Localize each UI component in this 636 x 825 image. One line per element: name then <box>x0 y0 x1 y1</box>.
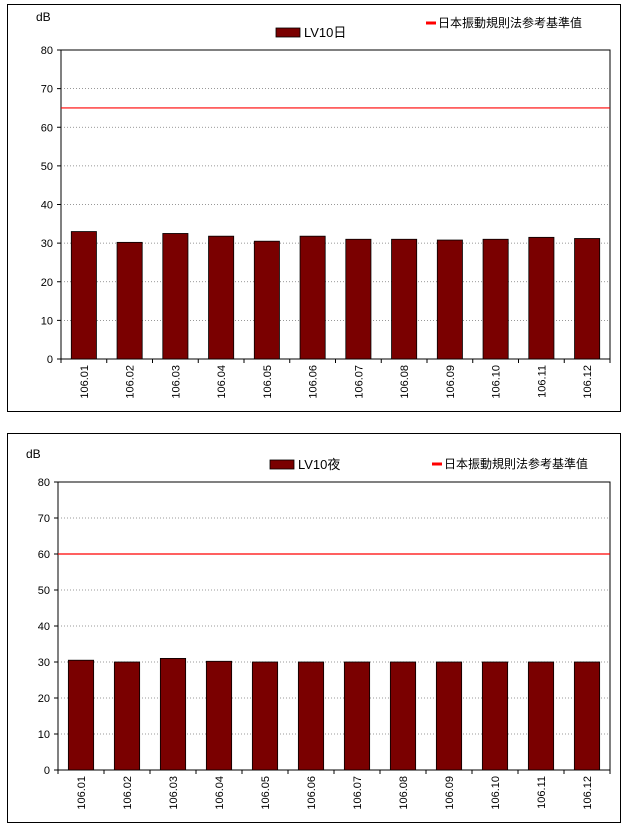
day-y-tick-label: 70 <box>41 84 53 96</box>
day-x-tick-label: 106.01 <box>79 365 91 399</box>
night-bar <box>113 661 141 771</box>
day-x-tick-label: 106.03 <box>170 365 182 399</box>
night-legend-series-swatch <box>269 459 295 470</box>
night-x-tick-label: 106.08 <box>398 776 410 810</box>
day-y-tick-label: 30 <box>41 238 53 250</box>
night-x-tick-label: 106.07 <box>352 776 364 810</box>
night-bar <box>389 661 417 771</box>
night-y-tick-label: 20 <box>38 693 50 705</box>
chart-panel-day: dB 0 10 20 30 40 50 60 70 80 106.01 106.02 106.03 106… <box>7 4 621 412</box>
night-bar <box>297 661 325 771</box>
day-legend-reference-label: 日本振動規則法参考基準值 <box>438 15 582 30</box>
night-legend-reference-label: 日本振動規則法参考基準值 <box>444 456 588 471</box>
day-bar <box>162 233 189 360</box>
day-bar <box>253 240 280 360</box>
night-x-tick-label: 106.06 <box>306 776 318 810</box>
day-x-tick-label: 106.07 <box>353 365 365 399</box>
day-bar <box>574 238 601 360</box>
night-y-tick-label: 60 <box>38 549 50 561</box>
day-y-tick-label: 80 <box>41 45 53 57</box>
night-y-tick-label: 0 <box>44 765 50 777</box>
night-x-tick-label: 106.12 <box>582 776 594 810</box>
day-unit-label: dB <box>36 10 51 24</box>
day-bar <box>70 231 97 360</box>
day-x-tick-label: 106.06 <box>308 365 320 399</box>
day-y-tick-label: 60 <box>41 122 53 134</box>
night-bar <box>159 657 187 771</box>
night-x-tick-label: 106.09 <box>444 776 456 810</box>
day-bar <box>208 235 235 360</box>
night-bar <box>205 660 233 771</box>
night-bar <box>527 661 555 771</box>
day-bar <box>482 238 509 360</box>
night-y-tick-label: 80 <box>38 477 50 489</box>
day-x-tick-label: 106.11 <box>536 365 548 398</box>
night-unit-label: dB <box>26 447 41 461</box>
day-bar <box>391 238 418 360</box>
day-bar <box>299 235 326 360</box>
night-x-tick-label: 106.02 <box>122 776 134 810</box>
day-y-tick-label: 10 <box>41 315 53 327</box>
day-bar <box>116 241 143 360</box>
night-x-tick-label: 106.11 <box>536 776 548 809</box>
night-x-tick-label: 106.01 <box>76 776 88 810</box>
chart-day: dB 0 10 20 30 40 50 60 70 80 106.01 106.02 106.03 106… <box>36 10 611 399</box>
night-x-tick-label: 106.04 <box>214 776 226 810</box>
chart-night: dB 0 10 20 30 40 50 60 70 80 106.01 106.02 106.03 106… <box>26 447 611 810</box>
night-x-tick-label: 106.03 <box>168 776 180 810</box>
day-x-tick-label: 106.04 <box>216 365 228 399</box>
day-bar <box>436 239 463 360</box>
night-legend-series-label: LV10夜 <box>298 457 340 472</box>
day-x-tick-label: 106.02 <box>125 365 137 399</box>
day-legend-series-label: LV10日 <box>304 25 346 40</box>
day-x-tick-label: 106.08 <box>399 365 411 399</box>
night-y-tick-label: 50 <box>38 585 50 597</box>
night-bar <box>343 661 371 771</box>
night-x-tick-label: 106.05 <box>260 776 272 810</box>
day-y-tick-label: 50 <box>41 161 53 173</box>
night-y-tick-label: 30 <box>38 657 50 669</box>
night-y-tick-label: 70 <box>38 513 50 525</box>
day-y-tick-label: 40 <box>41 200 53 212</box>
night-bar <box>481 661 509 771</box>
night-bar <box>67 659 95 771</box>
day-bar <box>345 238 372 360</box>
night-y-tick-label: 40 <box>38 621 50 633</box>
night-bar <box>251 661 279 771</box>
day-x-tick-label: 106.12 <box>582 365 594 399</box>
day-x-tick-label: 106.05 <box>262 365 274 399</box>
day-legend-series-swatch <box>275 27 301 38</box>
night-bar <box>573 661 601 771</box>
day-x-tick-label: 106.10 <box>491 365 503 399</box>
night-x-tick-label: 106.10 <box>490 776 502 810</box>
day-y-tick-label: 0 <box>47 354 53 366</box>
night-bar <box>435 661 463 771</box>
night-y-tick-label: 10 <box>38 729 50 741</box>
day-x-tick-label: 106.09 <box>445 365 457 399</box>
day-bar <box>528 236 555 360</box>
day-plot-area <box>60 49 611 360</box>
chart-panel-night: dB 0 10 20 30 40 50 60 70 80 106.01 106.02 106.03 106… <box>7 433 621 823</box>
day-y-tick-label: 20 <box>41 277 53 289</box>
